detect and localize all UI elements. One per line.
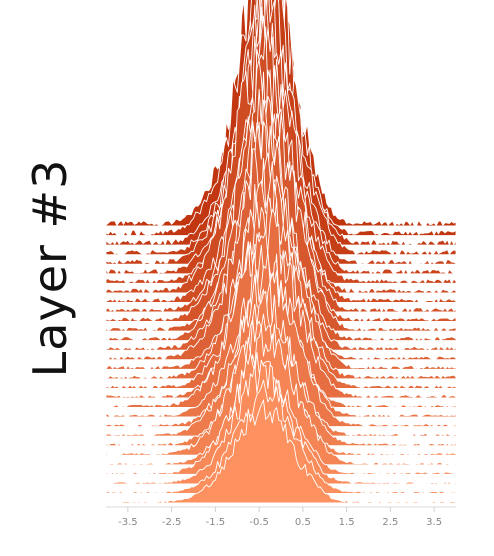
x-tick-label: 2.5 <box>382 517 398 528</box>
x-tick-label: 3.5 <box>426 517 442 528</box>
x-tick-label: 0.5 <box>295 517 311 528</box>
x-tick-label: 1.5 <box>339 517 355 528</box>
ridge-series-30 <box>105 399 457 504</box>
x-tick-label: -3.5 <box>118 517 138 528</box>
x-tick-label: -2.5 <box>162 517 182 528</box>
ridges-group <box>105 0 457 504</box>
x-axis-ticks: -3.5 -2.5 -1.5 -0.5 0.5 1.5 2.5 3.5 <box>118 507 442 528</box>
x-tick-label: -0.5 <box>249 517 269 528</box>
x-tick-label: -1.5 <box>206 517 226 528</box>
layer-title: Layer #3 <box>23 158 77 378</box>
